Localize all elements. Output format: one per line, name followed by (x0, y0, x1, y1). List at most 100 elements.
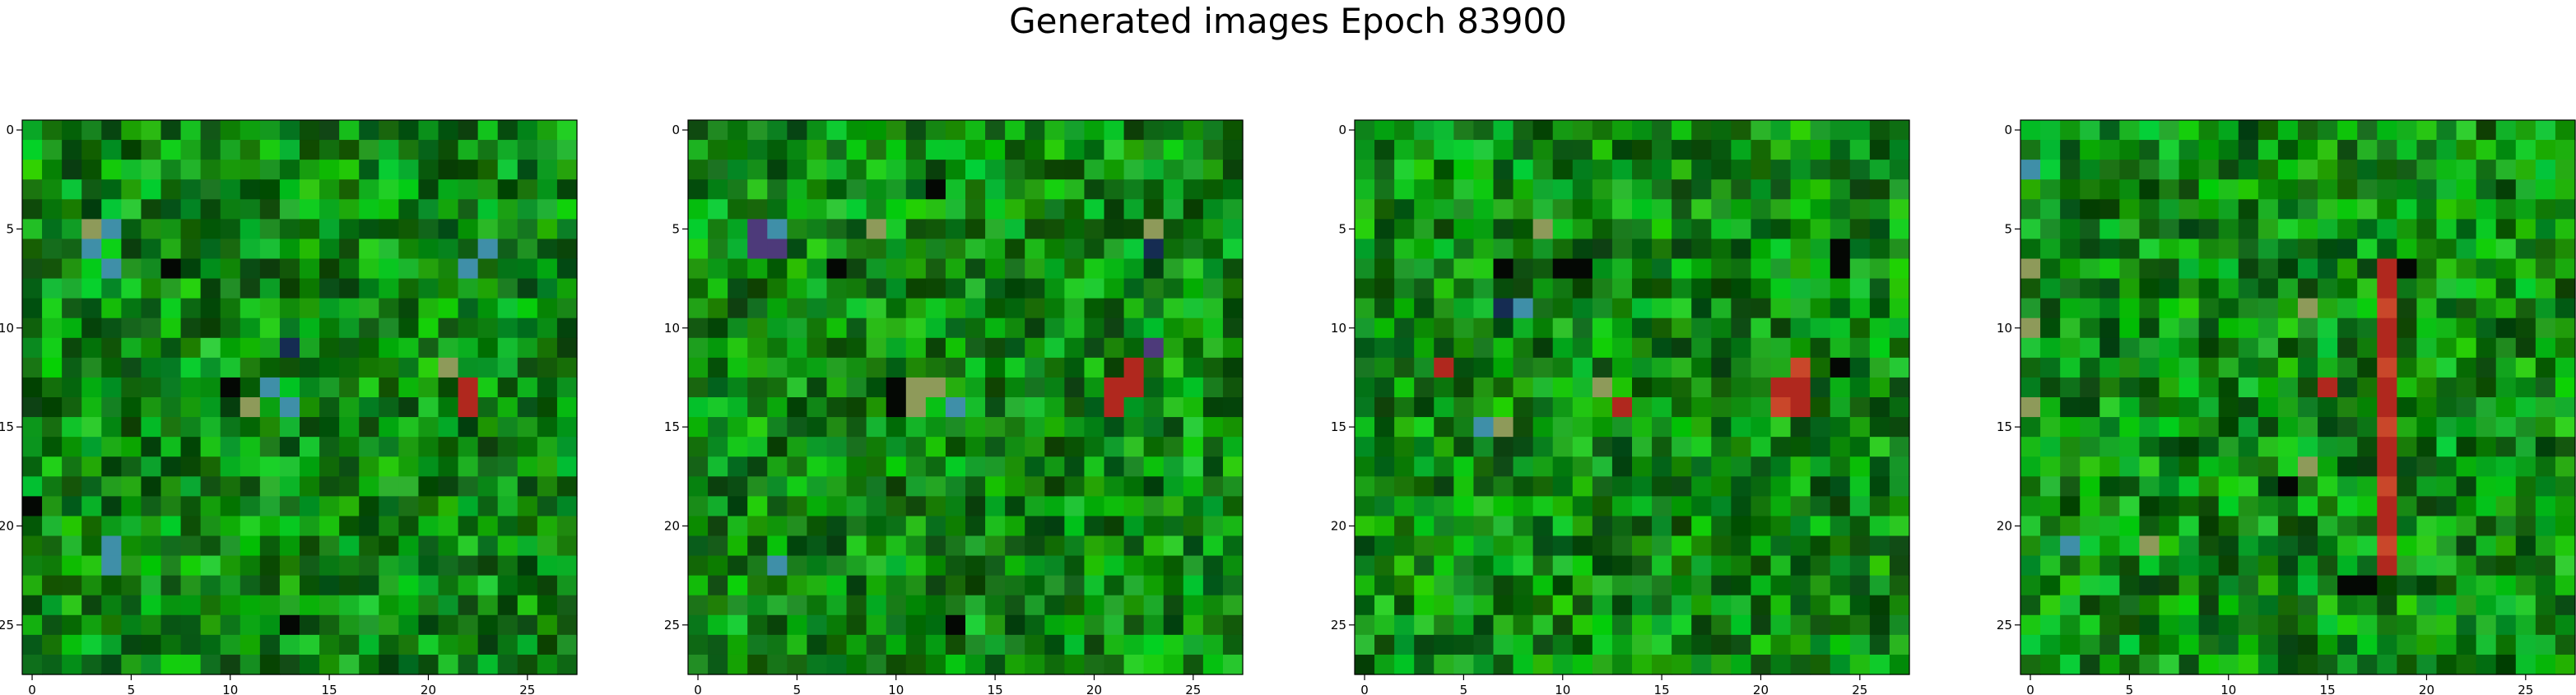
pixel-cell (2535, 456, 2556, 477)
pixel-cell (458, 516, 479, 537)
pixel-cell (398, 535, 420, 557)
pixel-cell (2357, 357, 2378, 378)
pixel-cell (418, 120, 439, 141)
pixel-cell (556, 160, 578, 180)
pixel-cell (2178, 120, 2200, 141)
pixel-cell (1143, 140, 1165, 160)
pixel-cell (160, 555, 182, 577)
pixel-cell (866, 575, 887, 596)
pixel-cell (985, 417, 1006, 438)
pixel-cell (121, 120, 142, 141)
pixel-cell (42, 337, 63, 359)
pixel-cell (497, 417, 518, 438)
y-tick-label: 0 (672, 123, 680, 137)
pixel-cell (339, 298, 360, 319)
pixel-cell (81, 634, 102, 656)
x-tick-label: 5 (128, 683, 136, 695)
pixel-cell (42, 555, 63, 577)
pixel-cell (1143, 258, 1165, 280)
pixel-cell (2495, 476, 2517, 497)
pixel-cell (965, 219, 986, 240)
pixel-cell (62, 634, 82, 656)
pixel-cell (2060, 437, 2081, 457)
pixel-cell (359, 654, 379, 675)
pixel-cell (2476, 219, 2497, 240)
pixel-cell (160, 160, 182, 180)
pixel-cell (2397, 496, 2418, 517)
pixel-cell (2298, 555, 2318, 577)
pixel-cell (1005, 496, 1025, 517)
pixel-cell (22, 258, 43, 280)
pixel-cell (787, 317, 808, 339)
pixel-cell (2277, 317, 2299, 339)
pixel-cell (101, 417, 122, 438)
pixel-cell (279, 179, 300, 200)
pixel-cell (2555, 160, 2576, 180)
pixel-cell (905, 357, 927, 378)
pixel-cell (359, 258, 379, 280)
pixel-cell (2178, 377, 2200, 398)
pixel-cell (2515, 496, 2536, 517)
pixel-cell (1183, 278, 1204, 299)
pixel-cell (787, 199, 808, 220)
pixel-cell (2416, 140, 2438, 160)
pixel-cell (985, 634, 1006, 656)
pixel-cell (2198, 179, 2220, 200)
pixel-cell (1222, 120, 1244, 141)
pixel-cell (2377, 120, 2397, 141)
pixel-cell (2218, 634, 2239, 656)
pixel-cell (101, 654, 122, 675)
pixel-cell (1064, 258, 1086, 280)
pixel-cell (2139, 160, 2160, 180)
pixel-cell (22, 199, 43, 220)
pixel-cell (2515, 555, 2536, 577)
pixel-cell (866, 219, 887, 240)
pixel-cell (42, 120, 63, 141)
pixel-cell (458, 476, 479, 497)
pixel-cell (2397, 219, 2418, 240)
pixel-cell (220, 179, 241, 200)
pixel-cell (259, 219, 281, 240)
pixel-cell (517, 417, 538, 438)
pixel-cell (728, 377, 748, 398)
pixel-cell (2436, 298, 2457, 319)
pixel-cell (826, 317, 848, 339)
pixel-cell (905, 258, 927, 280)
pixel-cell (2535, 317, 2556, 339)
pixel-cell (556, 120, 578, 141)
pixel-cell (458, 239, 479, 260)
pixel-cell (379, 516, 399, 537)
pixel-cell (537, 258, 558, 280)
pixel-cell (438, 535, 459, 557)
pixel-cell (1183, 476, 1204, 497)
pixel-cell (2060, 199, 2081, 220)
pixel-cell (398, 516, 420, 537)
pixel-cell (497, 516, 518, 537)
pixel-cell (1084, 575, 1105, 596)
pixel-cell (2198, 120, 2220, 141)
y-tick-label: 10 (0, 321, 14, 336)
pixel-cell (688, 357, 709, 378)
pixel-cell (141, 456, 162, 477)
pixel-cell (846, 614, 867, 636)
pixel-cell (398, 160, 420, 180)
pixel-cell (1104, 555, 1125, 577)
pixel-cell (2476, 357, 2497, 378)
pixel-cell (101, 219, 122, 240)
pixel-cell (180, 317, 202, 339)
pixel-cell (2377, 258, 2397, 280)
pixel-cell (101, 496, 122, 517)
pixel-cell (239, 496, 261, 517)
pixel-cell (728, 357, 748, 378)
pixel-cell (1183, 634, 1204, 656)
pixel-cell (2318, 555, 2338, 577)
pixel-cell (728, 337, 748, 359)
pixel-cell (1163, 456, 1184, 477)
pixel-cell (1005, 377, 1025, 398)
pixel-cell (2159, 258, 2180, 280)
pixel-cell (379, 614, 399, 636)
pixel-cell (866, 654, 887, 675)
pixel-cell (965, 199, 986, 220)
pixel-cell (688, 120, 709, 141)
